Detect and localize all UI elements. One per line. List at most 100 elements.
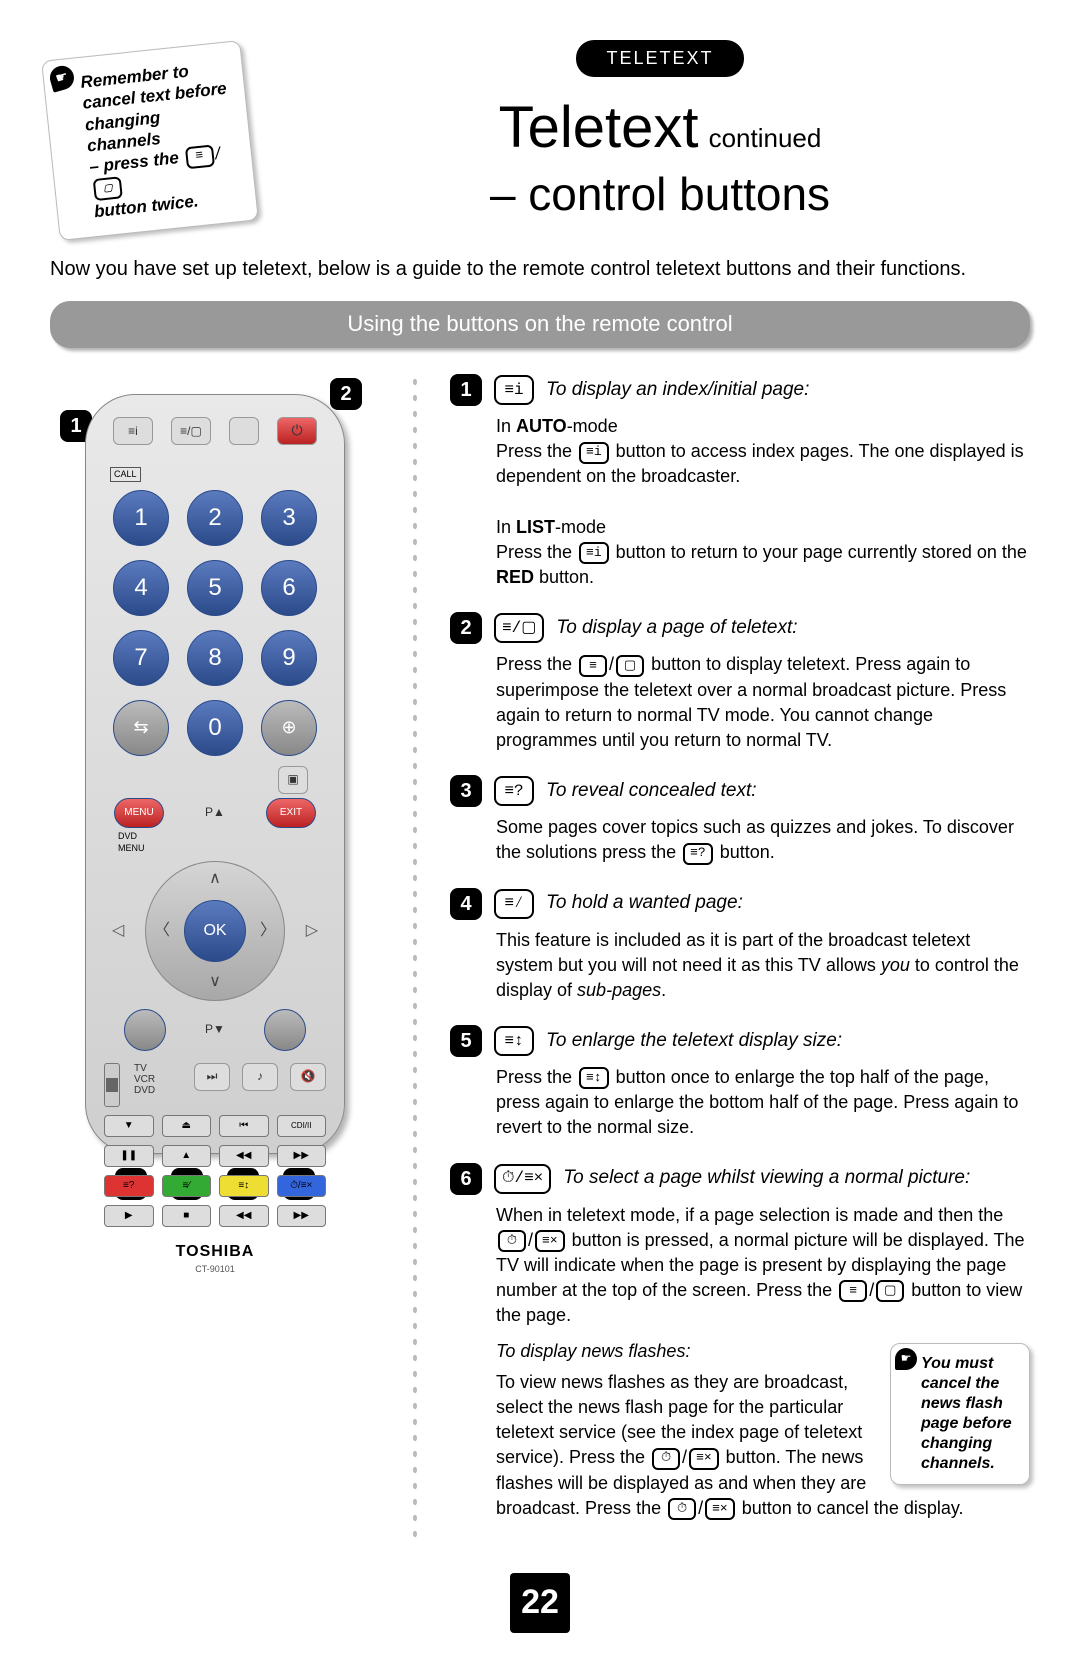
switch-vcr: VCR [134, 1074, 155, 1085]
item-4: 4 ≡⁄ To hold a wanted page: This feature… [450, 888, 1030, 1004]
num-4[interactable]: 4 [113, 560, 169, 616]
item-1: 1 ≡i To display an index/initial page: I… [450, 374, 1030, 590]
power-button[interactable]: ⏻ [277, 417, 317, 445]
item-5: 5 ≡↕ To enlarge the teletext display siz… [450, 1025, 1030, 1141]
blank-button[interactable] [229, 417, 259, 445]
menu-button[interactable]: MENU [114, 798, 164, 828]
exit-button[interactable]: EXIT [266, 798, 316, 828]
ff2-icon[interactable]: ▶▶ [277, 1145, 327, 1167]
title-sub: – control buttons [290, 162, 1030, 226]
model-label: CT-90101 [104, 1263, 326, 1276]
item-2-icon: ≡/▢ [494, 613, 544, 643]
item-1-head: 1 ≡i To display an index/initial page: [450, 374, 1030, 406]
item-6-body: When in teletext mode, if a page selecti… [496, 1203, 1030, 1329]
item-1-title: To display an index/initial page: [546, 377, 809, 404]
aux-button-1[interactable] [124, 1009, 166, 1051]
item-2-head: 2 ≡/▢ To display a page of teletext: [450, 612, 1030, 644]
sound-button[interactable]: ♪ [242, 1063, 278, 1091]
item-2-number: 2 [450, 612, 482, 644]
page-number: 22 [510, 1573, 570, 1633]
vol-down-icon: ◁ [112, 920, 124, 942]
item-3-head: 3 ≡? To reveal concealed text: [450, 775, 1030, 807]
pause-icon[interactable]: ❚❚ [104, 1145, 154, 1167]
hand-icon: ☛ [47, 63, 77, 93]
blue-button[interactable]: ⏱/≡× [277, 1175, 327, 1197]
cdii-label[interactable]: CDI/II [277, 1115, 327, 1137]
rew2-icon[interactable]: ◀◀ [219, 1145, 269, 1167]
switch-dvd: DVD [134, 1085, 155, 1096]
mode-switch[interactable] [104, 1063, 120, 1107]
green-button[interactable]: ≡⁄ [162, 1175, 212, 1197]
yellow-button[interactable]: ≡↕ [219, 1175, 269, 1197]
item-2: 2 ≡/▢ To display a page of teletext: Pre… [450, 612, 1030, 753]
item-3: 3 ≡? To reveal concealed text: Some page… [450, 775, 1030, 865]
header-row: ☛ Remember to cancel text before changin… [50, 40, 1030, 231]
ok-pad[interactable]: ∧ ∨ 〈 〉 OK [145, 861, 285, 1001]
p-down-label: P▼ [205, 1021, 225, 1038]
title-main: Teletext [499, 95, 699, 160]
eject-icon[interactable]: ⏏ [162, 1115, 212, 1137]
num-2[interactable]: 2 [187, 490, 243, 546]
header-center: TELETEXT Teletext continued – control bu… [290, 40, 1030, 227]
switch-tv: TV [134, 1063, 155, 1074]
num-1[interactable]: 1 [113, 490, 169, 546]
note-line3: changing channels [84, 107, 162, 155]
text-tv-icon: ≡ [184, 144, 214, 169]
remote-column: 1 2 ≡i ≡/▢ ⏻ CALL 123 456 789 ⇆0⊕ ▣ MENU… [50, 374, 380, 1543]
item-3-body: Some pages cover topics such as quizzes … [496, 815, 1030, 865]
item-5-body: Press the ≡↕ button once to enlarge the … [496, 1065, 1030, 1141]
p-up-label: P▲ [205, 804, 225, 821]
stop-icon[interactable]: ▼ [104, 1115, 154, 1137]
input-button[interactable]: ⊕ [261, 700, 317, 756]
swap-button[interactable]: ⇆ [113, 700, 169, 756]
play-icon[interactable]: ▶ [104, 1205, 154, 1227]
num-7[interactable]: 7 [113, 630, 169, 686]
dvd-menu-label: DVD MENU [118, 830, 326, 855]
item-6-title: To select a page whilst viewing a normal… [563, 1165, 970, 1192]
arrow-up-icon: ∧ [209, 868, 221, 890]
item-2-body: Press the ≡/▢ button to display teletext… [496, 652, 1030, 753]
stop2-icon[interactable]: ■ [162, 1205, 212, 1227]
num-6[interactable]: 6 [261, 560, 317, 616]
skip-button[interactable]: ⏭ [194, 1063, 230, 1091]
num-8[interactable]: 8 [187, 630, 243, 686]
remember-note: ☛ Remember to cancel text before changin… [41, 40, 259, 241]
up-icon[interactable]: ▲ [162, 1145, 212, 1167]
item-3-icon: ≡? [494, 776, 534, 806]
arrow-left-icon: 〈 [154, 920, 170, 942]
vol-up-icon: ▷ [306, 920, 318, 942]
num-9[interactable]: 9 [261, 630, 317, 686]
text-button[interactable]: ≡/▢ [171, 417, 211, 445]
item-3-number: 3 [450, 775, 482, 807]
num-5[interactable]: 5 [187, 560, 243, 616]
item-4-number: 4 [450, 888, 482, 920]
index-button[interactable]: ≡i [113, 417, 153, 445]
tv-icon: ▢ [93, 176, 123, 201]
item-5-icon: ≡↕ [494, 1026, 534, 1056]
pip-button[interactable]: ▣ [278, 766, 308, 794]
num-0[interactable]: 0 [187, 700, 243, 756]
call-label: CALL [110, 467, 141, 482]
arrow-right-icon: 〉 [260, 920, 276, 942]
num-3[interactable]: 3 [261, 490, 317, 546]
item-6-number: 6 [450, 1163, 482, 1195]
aux-button-2[interactable] [264, 1009, 306, 1051]
prev-icon[interactable]: ⏮ [219, 1115, 269, 1137]
teletext-pill: TELETEXT [576, 40, 743, 77]
item-5-title: To enlarge the teletext display size: [546, 1028, 842, 1055]
ff-icon[interactable]: ▶▶ [277, 1205, 327, 1227]
ok-button[interactable]: OK [184, 900, 246, 962]
item-1-number: 1 [450, 374, 482, 406]
rew-icon[interactable]: ◀◀ [219, 1205, 269, 1227]
brand-label: TOSHIBA [104, 1241, 326, 1263]
switch-labels: TV VCR DVD [134, 1063, 155, 1096]
callout-2: 2 [330, 378, 362, 410]
hand-icon: ☛ [895, 1348, 917, 1370]
item-4-title: To hold a wanted page: [546, 890, 743, 917]
mute-button[interactable]: 🔇 [290, 1063, 326, 1091]
title-suffix: continued [709, 123, 822, 153]
item-6-extra: ☛ You mustcancel thenews flashpage befor… [496, 1339, 1030, 1521]
remote-control: ≡i ≡/▢ ⏻ CALL 123 456 789 ⇆0⊕ ▣ MENU P▲ … [85, 394, 345, 1154]
red-button[interactable]: ≡? [104, 1175, 154, 1197]
item-6-head: 6 ⏱/≡× To select a page whilst viewing a… [450, 1163, 1030, 1195]
